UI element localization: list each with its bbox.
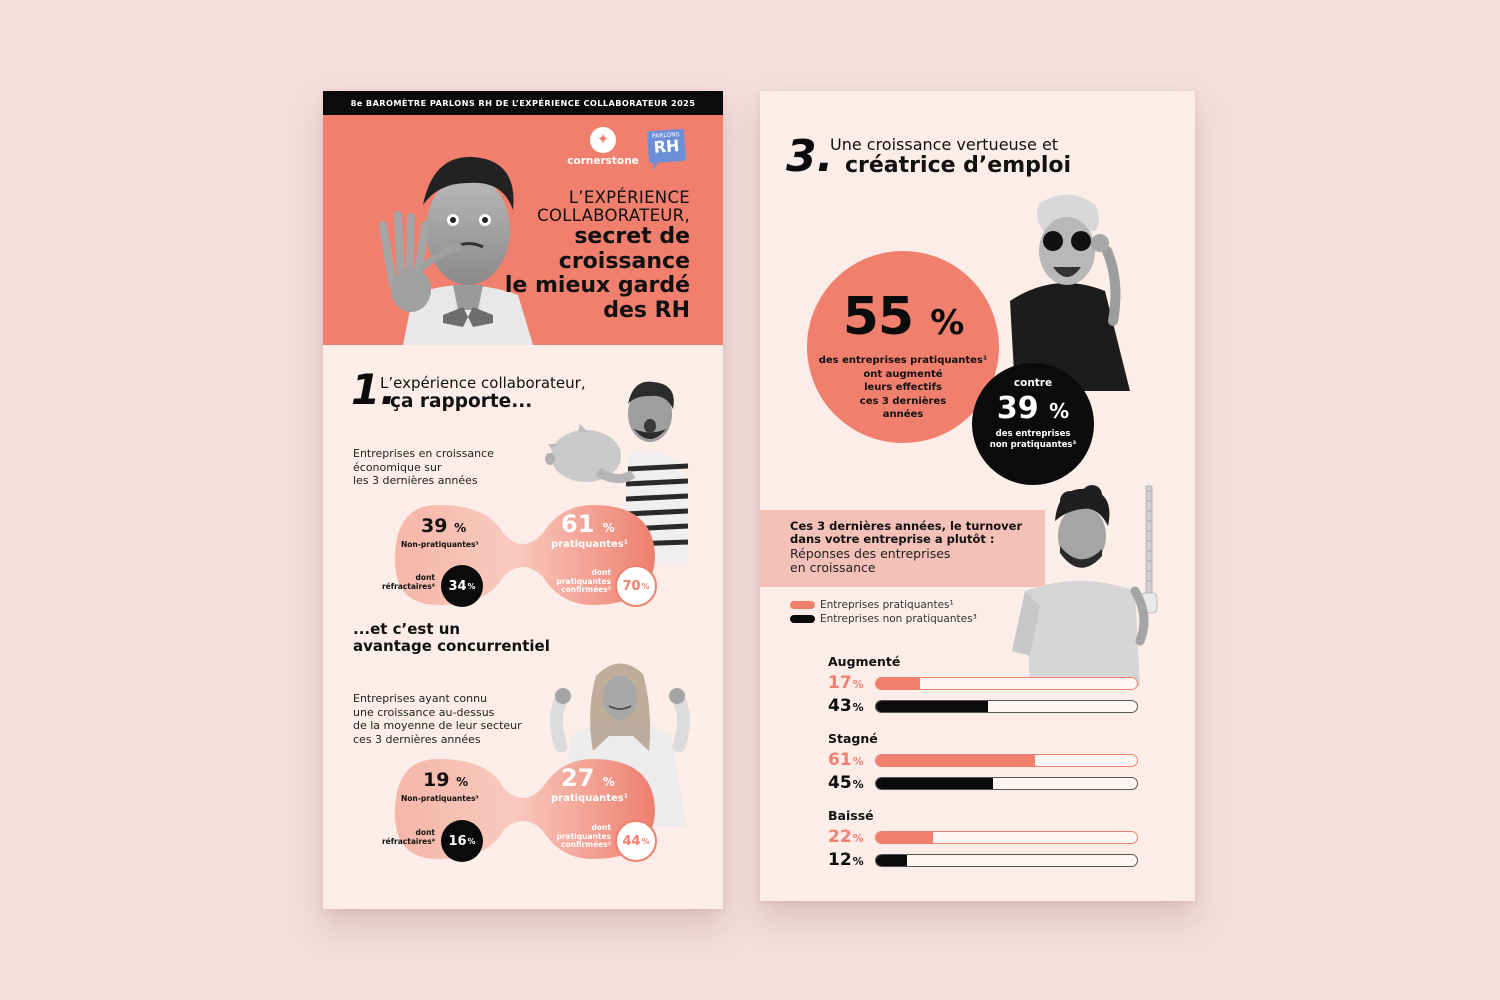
refractory-circle: 34%	[441, 565, 483, 607]
bar-row: 17%	[828, 673, 1140, 693]
category-label: Stagné	[828, 731, 878, 746]
infographic-page-right: 3. Une croissance vertueuse et créatrice…	[760, 91, 1195, 901]
stat-circle-non-practicing: contre 39 % des entreprises non pratiqua…	[972, 363, 1094, 485]
section-title-bold: ça rapporte...	[390, 391, 533, 412]
cornerstone-logo: cornerstone	[563, 127, 643, 167]
bar-track	[875, 754, 1138, 767]
practicing-label: pratiquantes¹	[551, 539, 629, 550]
confirmed-circle: 70%	[615, 565, 657, 607]
man-measuring-tape-photo	[1012, 485, 1158, 686]
legend-item-non-practicing: Entreprises non pratiquantes³	[790, 612, 977, 626]
bar-track	[875, 677, 1138, 690]
refractory-label: dont réfractaires⁴	[381, 573, 435, 591]
non-practicing-label: Non-pratiquantes³	[401, 540, 479, 549]
section-number: 1.	[351, 365, 397, 414]
legend-swatch-black	[790, 615, 815, 623]
section-number: 3.	[786, 131, 834, 182]
bar-row: 61%	[828, 750, 1140, 770]
refractory-circle: 16%	[441, 820, 483, 862]
section1-description: Entreprises en croissance économique sur…	[353, 447, 494, 487]
section2-description: Entreprises ayant connu une croissance a…	[353, 692, 522, 746]
bar-value: 43%	[828, 696, 864, 716]
infographic-page-left: 8e BAROMÈTRE PARLONS RH DE L’EXPÉRIENCE …	[323, 91, 723, 909]
confirmed-circle: 44%	[615, 820, 657, 862]
section2-title: ...et c’est un avantage concurrentiel	[353, 620, 550, 655]
practicing-value: 61 %	[561, 510, 615, 538]
chart-legend: Entreprises pratiquantes¹ Entreprises no…	[790, 598, 977, 626]
practicing-value: 27 %	[561, 764, 615, 792]
bar-row: 45%	[828, 773, 1140, 793]
bar-fill	[876, 678, 921, 689]
woman-sunglasses-photo	[1010, 194, 1130, 391]
legend-swatch-coral	[790, 601, 815, 609]
bar-row: 22%	[828, 827, 1140, 847]
stat-circle-practicing: 55 % des entreprises pratiquantes¹ ont a…	[807, 251, 999, 443]
bar-track	[875, 700, 1138, 713]
non-practicing-label: Non-pratiquantes³	[401, 794, 479, 803]
parlons-rh-logo: PARLONS RH	[646, 128, 687, 164]
section-title-light: L’expérience collaborateur,	[380, 374, 586, 392]
confirmed-label: dont pratiquantes confirmées²	[556, 823, 611, 849]
category-label: Augmenté	[828, 654, 901, 669]
bar-value: 45%	[828, 773, 864, 793]
hero-section: cornerstone PARLONS RH L’EXPÉRIENCE COLL…	[323, 115, 723, 345]
bar-row: 43%	[828, 696, 1140, 716]
bar-value: 61%	[828, 750, 864, 770]
barometer-banner: 8e BAROMÈTRE PARLONS RH DE L’EXPÉRIENCE …	[323, 91, 723, 115]
hero-title: L’EXPÉRIENCE COLLABORATEUR, secret de cr…	[504, 188, 690, 323]
bar-track	[875, 831, 1138, 844]
bar-fill	[876, 855, 908, 866]
section-title-bold: créatrice d’emploi	[845, 153, 1072, 178]
bar-value: 12%	[828, 850, 864, 870]
bar-track	[875, 854, 1138, 867]
bar-fill	[876, 832, 934, 843]
section-title-light: Une croissance vertueuse et	[830, 135, 1059, 154]
bar-fill	[876, 778, 994, 789]
refractory-label: dont réfractaires⁴	[381, 828, 435, 846]
cornerstone-mark-icon	[590, 127, 616, 153]
bar-row: 12%	[828, 850, 1140, 870]
legend-item-practicing: Entreprises pratiquantes¹	[790, 598, 977, 612]
non-practicing-value: 39 %	[421, 515, 467, 537]
turnover-question-band: Ces 3 dernières années, le turnover dans…	[760, 510, 1045, 587]
bar-value: 17%	[828, 673, 864, 693]
category-label: Baissé	[828, 808, 874, 823]
bar-value: 22%	[828, 827, 864, 847]
bar-fill	[876, 755, 1036, 766]
bar-track	[875, 777, 1138, 790]
confirmed-label: dont pratiquantes confirmées²	[556, 568, 611, 594]
bar-fill	[876, 701, 989, 712]
practicing-label: pratiquantes¹	[551, 793, 629, 804]
non-practicing-value: 19 %	[423, 769, 469, 791]
man-mustache-photo	[379, 156, 533, 345]
